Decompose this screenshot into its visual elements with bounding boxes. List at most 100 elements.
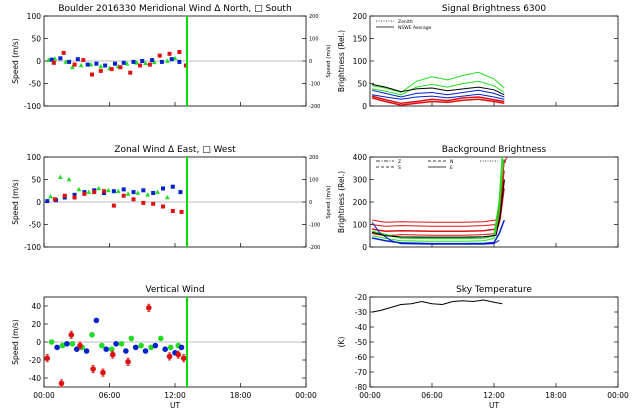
zonal-point	[179, 209, 184, 214]
background-ytick-label: 0	[362, 243, 367, 252]
vertical-point	[44, 355, 51, 362]
meridional-point	[69, 64, 75, 70]
zonal-y2tick-label: 0	[309, 200, 312, 206]
skytemp-xtick-label: 12:00	[483, 391, 505, 400]
meridional-point	[94, 61, 99, 66]
signal-legend-label: NSWE Average	[398, 25, 432, 31]
meridional-point	[81, 58, 86, 63]
meridional-y2tick-label: 100	[309, 37, 319, 43]
zonal-point	[164, 194, 170, 200]
vertical-point	[178, 344, 185, 351]
skytemp-ylabel: (K)	[337, 337, 346, 348]
vertical-ytick-label: -40	[29, 374, 41, 383]
vertical-ytick-label: -20	[29, 356, 41, 365]
background-legend-label: S	[398, 165, 401, 171]
zonal-point	[96, 185, 101, 191]
zonal-point	[170, 209, 175, 213]
vertical-xtick-label: 12:00	[164, 391, 186, 400]
meridional-point	[124, 61, 130, 66]
meridional-point	[150, 58, 155, 63]
background-series-line	[372, 159, 504, 242]
skytemp-series-line	[372, 299, 503, 313]
vertical-ytick-label: 40	[31, 302, 41, 311]
zonal-point	[115, 188, 121, 193]
meridional-point	[67, 59, 72, 64]
vertical-point	[118, 341, 125, 347]
background-legend-label: E	[450, 165, 453, 171]
zonal-ytick-label: -100	[24, 243, 41, 252]
meridional-ytick-label: 100	[27, 12, 42, 21]
meridional-point	[140, 59, 145, 63]
meridional-point	[157, 53, 162, 58]
vertical-point	[73, 346, 80, 353]
signal-ytick-label: 150	[353, 35, 368, 44]
skytemp-ytick-label: -50	[355, 338, 367, 347]
vertical-point	[162, 346, 168, 353]
zonal-point	[92, 190, 97, 195]
signal-ytick-label: 0	[362, 102, 367, 111]
vertical-point	[132, 344, 139, 351]
skytemp-xtick-label: 06:00	[421, 391, 443, 400]
meridional-point	[128, 70, 133, 75]
zonal-point	[131, 190, 136, 195]
signal-series-line	[371, 97, 505, 106]
meridional-point	[109, 67, 114, 72]
vertical-point	[89, 332, 95, 338]
meridional-point	[143, 60, 148, 66]
vertical-title: Vertical Wind	[145, 285, 204, 295]
meridional-point	[61, 50, 66, 55]
zonal-point	[135, 190, 141, 195]
background-legend-label: Z	[398, 159, 401, 165]
meridional-ytick-label: -50	[29, 80, 41, 89]
signal-series-line	[372, 93, 505, 100]
vertical-point	[90, 366, 96, 372]
skytemp-xlabel: UT	[489, 401, 499, 410]
skytemp-xtick-label: 00:00	[359, 391, 381, 400]
meridional-y2tick-label: 200	[309, 14, 319, 20]
meridional-ylabel: Speed (m/s)	[11, 38, 20, 84]
vertical-point	[146, 305, 152, 311]
meridional-point	[52, 56, 58, 61]
meridional-y2tick-label: 0	[309, 59, 312, 65]
vertical-point	[138, 342, 144, 349]
vertical-point	[69, 341, 76, 347]
meridional-point	[177, 59, 182, 64]
vertical-point	[142, 348, 149, 354]
skytemp-title: Sky Temperature	[456, 285, 532, 295]
meridional-point	[121, 60, 126, 65]
zonal-y2tick-label: -200	[309, 245, 320, 251]
zonal-point	[151, 201, 156, 206]
zonal-point	[45, 199, 50, 204]
meridional-point	[167, 51, 172, 56]
zonal-point	[141, 188, 146, 193]
meridional-point	[172, 55, 178, 61]
meridional-point	[103, 63, 108, 68]
signal-series-line	[372, 71, 505, 94]
skytemp-ytick-label: -60	[355, 353, 367, 362]
meridional-point	[88, 62, 94, 67]
zonal-point	[72, 195, 77, 200]
vertical-point	[148, 344, 154, 351]
zonal-point	[48, 194, 53, 199]
meridional-point	[75, 57, 80, 62]
vertical-xtick-label: 00:00	[33, 391, 55, 400]
zonal-ytick-label: 100	[27, 153, 42, 162]
signal-ytick-label: 100	[353, 57, 368, 66]
vertical-point	[64, 341, 70, 347]
background-series-line	[372, 156, 508, 223]
vertical-point	[166, 353, 173, 360]
meridional-point	[177, 50, 182, 54]
skytemp-xtick-label: 00:00	[607, 391, 629, 400]
zonal-point	[178, 190, 183, 195]
meridional-point	[183, 63, 188, 68]
meridional-point	[63, 59, 69, 64]
meridional-point	[134, 60, 140, 65]
zonal-point	[145, 192, 151, 197]
vertical-point	[58, 380, 65, 387]
background-title: Background Brightness	[442, 145, 547, 155]
meridional-title: Boulder 2016330 Meridional Wind Δ North,…	[58, 4, 291, 14]
background-series-line	[371, 219, 506, 245]
background-legend-label: N	[450, 159, 453, 165]
meridional-y2tick-label: -100	[309, 82, 320, 88]
meridional-y2tick-label: -200	[309, 104, 320, 110]
